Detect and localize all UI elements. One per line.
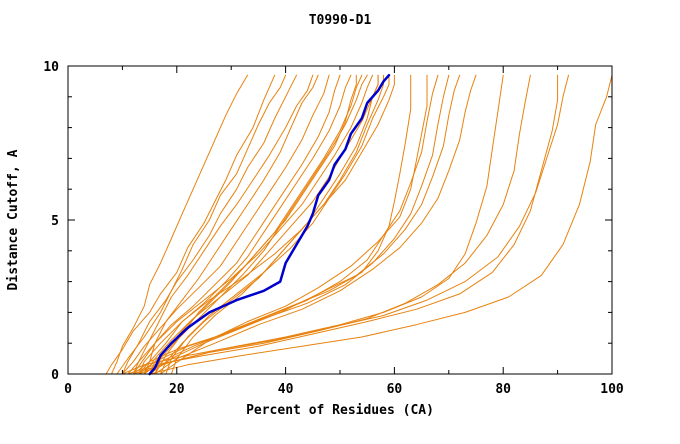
model-line <box>138 74 569 375</box>
model-line <box>127 74 559 375</box>
y-tick-label: 0 <box>51 368 59 383</box>
model-line <box>121 74 330 375</box>
y-axis-label: Distance Cutoff, A <box>6 149 21 290</box>
model-line <box>143 74 319 375</box>
chart-title: T0990-D1 <box>309 13 372 28</box>
plot-axes: 0 20 40 60 80 100 0 5 10 <box>43 60 624 397</box>
model-line <box>132 74 341 375</box>
model-line <box>160 74 384 375</box>
model-line <box>127 74 374 375</box>
x-tick-label: 40 <box>278 382 294 397</box>
model-line <box>143 74 439 375</box>
selected-model-line <box>148 73 391 376</box>
x-axis-label: Percent of Residues (CA) <box>246 403 434 418</box>
model-line <box>149 74 461 375</box>
model-line <box>138 74 352 375</box>
model-line <box>121 74 504 375</box>
x-tick-label: 80 <box>495 382 511 397</box>
model-line <box>111 74 248 375</box>
model-line <box>149 74 613 375</box>
model-line <box>165 74 390 375</box>
model-line <box>105 74 276 375</box>
y-tick-label: 10 <box>43 60 59 75</box>
x-tick-label: 60 <box>387 382 403 397</box>
x-tick-label: 20 <box>169 382 185 397</box>
model-line <box>160 74 428 375</box>
model-line <box>116 74 287 375</box>
x-tick-label: 100 <box>600 382 624 397</box>
x-tick-label: 0 <box>64 382 72 397</box>
model-line <box>138 74 450 375</box>
model-line <box>143 74 379 375</box>
model-line <box>132 74 531 375</box>
series-lines <box>105 73 613 376</box>
model-line <box>132 74 314 375</box>
model-line <box>154 74 477 375</box>
y-tick-label: 5 <box>51 214 59 229</box>
model-line <box>121 74 297 375</box>
